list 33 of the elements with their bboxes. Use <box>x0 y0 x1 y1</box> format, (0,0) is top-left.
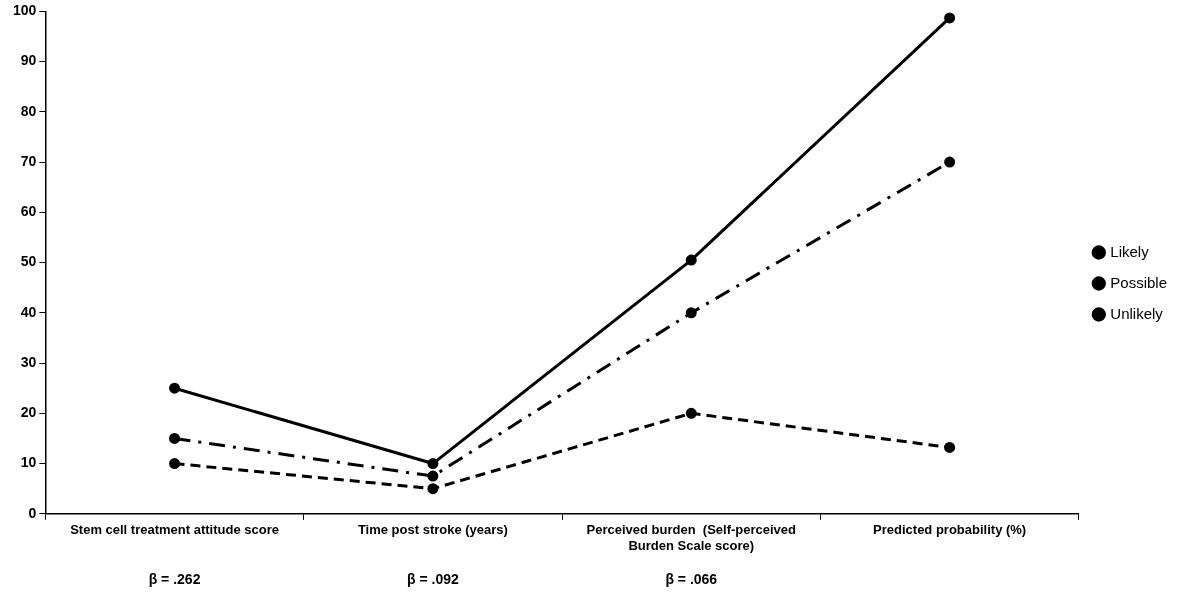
legend-label: Likely <box>1110 242 1150 260</box>
point <box>427 483 439 495</box>
legend-label: Unlikely <box>1110 304 1164 322</box>
y-tick-label: 60 <box>20 203 37 220</box>
x-tick-label: Perceived burden (Self-perceived Burden Scale score) <box>586 522 797 553</box>
y-tick-label: 10 <box>20 454 37 471</box>
y-tick-label: 0 <box>28 504 37 521</box>
point <box>685 254 697 266</box>
y-tick-label: 100 <box>13 2 37 19</box>
y-tick-label: 40 <box>20 303 37 320</box>
point <box>169 432 181 444</box>
point <box>169 382 181 394</box>
text: β = .262 <box>148 570 201 587</box>
point <box>944 12 956 24</box>
y-tick-label: 80 <box>20 102 37 119</box>
y-tick-label: 30 <box>20 353 37 370</box>
x-tick-label: Predicted probability (%) <box>873 522 1027 538</box>
point <box>944 156 956 168</box>
legend-label: Possible <box>1110 273 1168 291</box>
x-tick-label: Time post stroke (years) <box>357 522 508 538</box>
point <box>944 441 956 453</box>
point <box>685 407 697 419</box>
text: β = .066 <box>665 570 718 587</box>
y-tick-label: 70 <box>20 152 37 169</box>
y-tick-label: 90 <box>20 52 37 69</box>
text: β = .092 <box>407 570 459 587</box>
point <box>169 458 181 470</box>
point <box>427 458 439 470</box>
y-tick-label: 20 <box>20 404 37 421</box>
point <box>685 307 697 319</box>
x-tick-label: Stem cell treatment attitude score <box>70 522 279 538</box>
point <box>427 470 439 482</box>
y-tick-label: 50 <box>20 253 37 270</box>
